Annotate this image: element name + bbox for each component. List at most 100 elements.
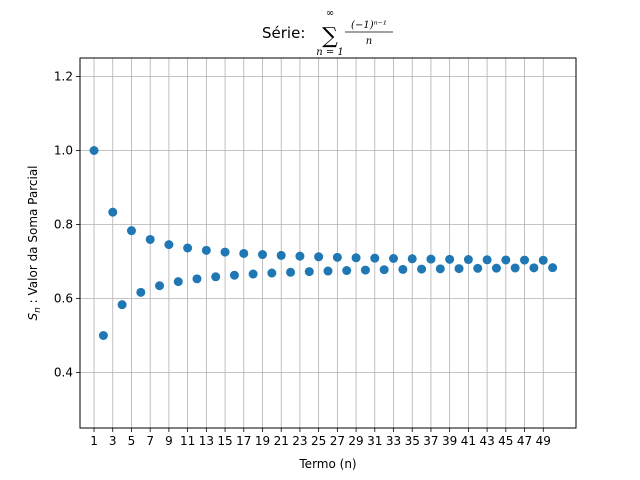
- x-tick-label: 27: [330, 434, 345, 448]
- data-point: [304, 267, 314, 277]
- data-point: [286, 267, 296, 277]
- data-point: [173, 277, 183, 287]
- x-tick-label: 1: [90, 434, 98, 448]
- x-tick-label: 15: [217, 434, 232, 448]
- data-point: [145, 234, 155, 244]
- data-point: [276, 250, 286, 260]
- x-tick-label: 11: [180, 434, 195, 448]
- data-point: [108, 207, 118, 217]
- x-tick-label: 23: [292, 434, 307, 448]
- data-point: [342, 266, 352, 276]
- data-point: [257, 250, 267, 260]
- data-point: [454, 264, 464, 274]
- data-point: [220, 247, 230, 257]
- y-axis-ticks: 0.4 0.6 0.8 1.0 1.2: [54, 70, 80, 380]
- y-tick-label: 0.8: [54, 218, 73, 232]
- data-point: [117, 300, 127, 310]
- data-point: [501, 255, 511, 265]
- y-tick-label: 1.2: [54, 70, 73, 84]
- plot-frame: [79, 57, 577, 429]
- data-point: [295, 251, 305, 261]
- data-point: [192, 274, 202, 284]
- data-point: [98, 331, 108, 340]
- svg-text:Sn : Valor da Soma Parcial: Sn : Valor da Soma Parcial: [26, 165, 43, 320]
- data-point: [538, 255, 548, 265]
- x-tick-label: 5: [128, 434, 136, 448]
- x-tick-label: 3: [109, 434, 117, 448]
- data-point: [389, 254, 399, 264]
- x-tick-label: 31: [367, 434, 382, 448]
- data-point: [126, 226, 136, 236]
- data-point: [201, 245, 211, 255]
- data-point: [211, 272, 221, 282]
- data-point: [426, 254, 436, 264]
- data-point: [529, 263, 539, 273]
- data-point: [407, 254, 417, 264]
- data-point: [435, 264, 445, 274]
- data-point: [360, 265, 370, 275]
- data-point: [417, 264, 427, 274]
- data-point: [89, 146, 99, 155]
- x-tick-label: 43: [479, 434, 494, 448]
- sum-lower-limit: n = 1: [316, 47, 344, 58]
- x-tick-label: 49: [536, 434, 551, 448]
- data-point: [473, 263, 483, 273]
- y-axis-label-symbol: S: [26, 313, 40, 321]
- data-point: [445, 254, 455, 264]
- title-prefix: Série:: [262, 24, 305, 42]
- data-point: [548, 263, 558, 273]
- x-tick-label: 45: [498, 434, 513, 448]
- x-axis-label: Termo (n): [298, 457, 356, 471]
- grid: [80, 58, 576, 428]
- data-point: [370, 253, 380, 263]
- y-tick-label: 0.4: [54, 366, 73, 380]
- data-points: [89, 146, 558, 340]
- data-point: [491, 263, 501, 273]
- fraction-denominator: n: [366, 36, 372, 47]
- chart-title: Série: ∞ ∑ n = 1 (−1)ⁿ⁻¹ n: [262, 8, 393, 58]
- data-point: [379, 265, 389, 275]
- x-tick-label: 13: [199, 434, 214, 448]
- y-tick-label: 0.6: [54, 292, 73, 306]
- x-tick-label: 39: [442, 434, 457, 448]
- data-point: [164, 240, 174, 250]
- data-point: [323, 266, 333, 276]
- x-tick-label: 35: [405, 434, 420, 448]
- y-tick-label: 1.0: [54, 144, 73, 158]
- x-tick-label: 21: [274, 434, 289, 448]
- data-point: [183, 243, 193, 253]
- sum-upper-limit: ∞: [326, 8, 334, 19]
- data-point: [136, 287, 146, 297]
- x-tick-label: 7: [146, 434, 154, 448]
- data-point: [351, 253, 361, 263]
- x-tick-label: 25: [311, 434, 326, 448]
- x-tick-label: 41: [461, 434, 476, 448]
- data-point: [248, 269, 258, 279]
- data-point: [520, 255, 530, 265]
- data-point: [239, 248, 249, 258]
- data-point: [482, 255, 492, 265]
- x-tick-label: 47: [517, 434, 532, 448]
- y-axis-label-text: : Valor da Soma Parcial: [26, 165, 40, 307]
- data-point: [398, 264, 408, 274]
- fraction-numerator: (−1)ⁿ⁻¹: [351, 20, 387, 31]
- sum-symbol: ∑: [322, 24, 338, 49]
- data-point: [229, 270, 239, 280]
- x-tick-label: 29: [348, 434, 363, 448]
- x-tick-label: 19: [255, 434, 270, 448]
- data-point: [332, 252, 342, 262]
- data-point: [510, 263, 520, 273]
- x-tick-label: 17: [236, 434, 251, 448]
- y-axis-label: Sn : Valor da Soma Parcial: [26, 165, 43, 320]
- data-point: [155, 281, 165, 291]
- x-axis-ticks: 1 3 5 7 9 11 13 15 17 19 21 23 25 27 29 31 33 35 37 39 41 43 4…: [90, 428, 551, 448]
- x-tick-label: 37: [423, 434, 438, 448]
- y-axis-label-subscript: n: [33, 307, 43, 313]
- data-point: [267, 268, 277, 278]
- data-point: [463, 255, 473, 265]
- x-tick-label: 9: [165, 434, 173, 448]
- x-tick-label: 33: [386, 434, 401, 448]
- data-point: [314, 252, 324, 262]
